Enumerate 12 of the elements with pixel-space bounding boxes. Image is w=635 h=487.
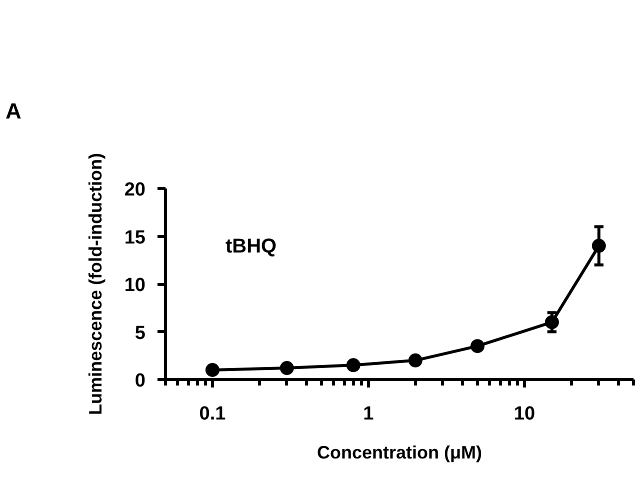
y-tick-label: 10 [124,275,146,296]
x-axis-title: Concentration (μM) [317,442,482,462]
y-tick-label: 15 [124,227,146,248]
y-axis-title: Luminescence (fold-induction) [85,152,106,415]
y-tick-label: 20 [124,180,146,200]
y-tick-label: 5 [134,322,146,344]
x-tick-label: 0.1 [199,404,226,424]
x-tick-label: 10 [514,404,536,424]
annotation: tBHQ [226,236,277,258]
x-tick-label: 1 [363,404,374,424]
text: A [6,98,22,124]
y-tick-label: 0 [134,370,146,392]
